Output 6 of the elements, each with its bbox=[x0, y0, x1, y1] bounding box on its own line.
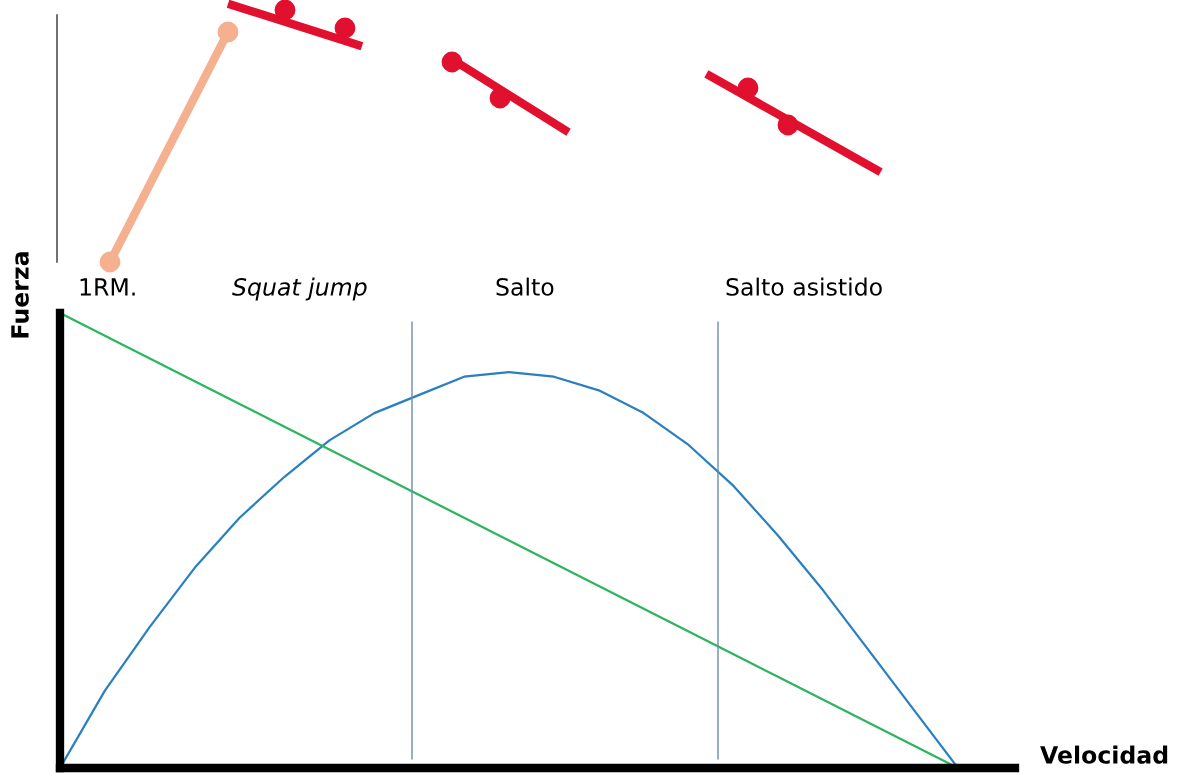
y-axis-title: Fuerza bbox=[11, 252, 29, 338]
x-axis-title: Velocidad bbox=[1040, 745, 1168, 764]
text: Salto bbox=[496, 277, 554, 296]
text: Squat jump bbox=[232, 277, 367, 301]
text: Salto asistido bbox=[726, 277, 882, 296]
text: 1RM. bbox=[80, 278, 135, 296]
